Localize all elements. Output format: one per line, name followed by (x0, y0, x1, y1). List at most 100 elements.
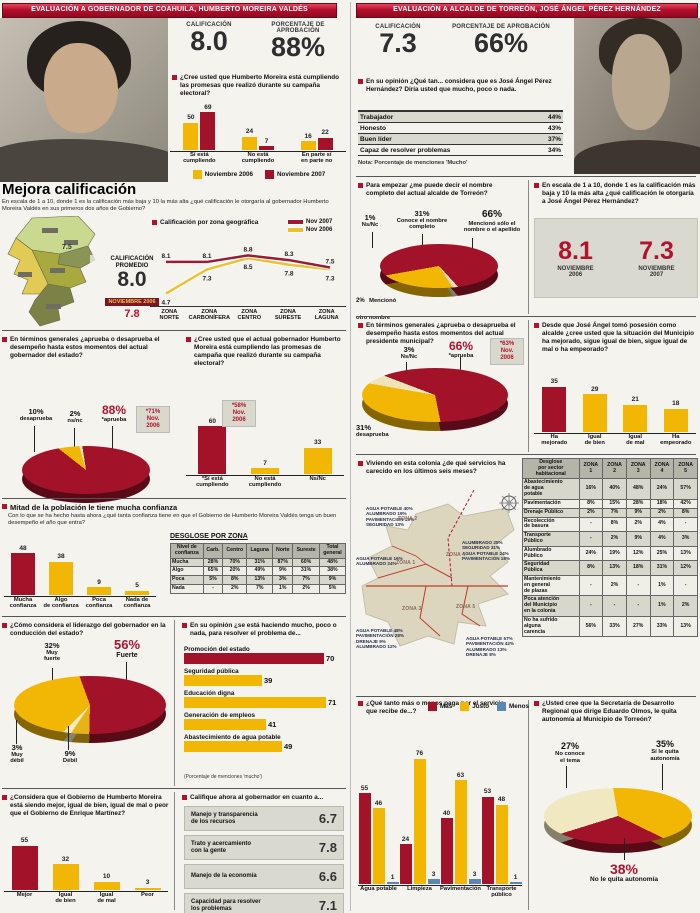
bar-column: 9 (87, 579, 111, 595)
hbar-label: Seguridad pública (184, 668, 239, 675)
bar-row: 55 46 1 (358, 734, 399, 884)
chart-problemas: Promoción del estado 70 Seguridad pública 3… (184, 646, 344, 772)
svg-text:7.8: 7.8 (284, 271, 293, 278)
hbar-track: 49 (184, 741, 344, 752)
bar-group: 35 Ha mejorado (534, 370, 575, 450)
score-row: Trato y acercamiento con la gente 7.8 (184, 835, 344, 860)
bar (242, 136, 257, 150)
bar-column: 55 (358, 785, 371, 884)
attribute-value: 37% (547, 135, 561, 143)
bar-column: 69 (200, 103, 216, 150)
note-nov2006-aprueba-alcalde: *63% Nov. 2006 (490, 338, 524, 365)
score-label: Manejo de la economía (191, 873, 257, 880)
mayor-approval-block: PORCENTAJE DE APROBACIÓN 66% (436, 24, 566, 57)
previous-score-value: 7.8 (124, 308, 140, 321)
bar-value: 69 (204, 103, 212, 111)
svg-text:8.3: 8.3 (284, 251, 293, 258)
attribute-value: 34% (547, 146, 561, 154)
pie-surface (380, 244, 498, 288)
line-chart-zone-labels: ZONA NORTE ZONA CARBONÍFERA ZONA CENTRO … (150, 306, 346, 321)
bar-value: 7 (263, 459, 267, 467)
pie-autonomia (544, 788, 692, 853)
attribute-value: 44% (547, 113, 561, 121)
pie-callout-muy-fuerte: 32% Muy fuerte (43, 641, 61, 662)
bar-group: 32 Igual de bien (45, 830, 86, 908)
bar-group: 40 63 3 Pavimentación (440, 734, 481, 902)
axis-line (4, 596, 156, 597)
line-chart-title: Calificación por zona geográfica (152, 219, 282, 227)
bar-label: Nada de confianza (123, 597, 151, 610)
bar-group: 53 48 1 Transporte público (481, 734, 522, 902)
hbar (184, 697, 326, 708)
map-zone-label-5: ZONA 5 (456, 604, 476, 610)
hbar-label: Abastecimiento de agua potable (184, 734, 281, 741)
hbar-label: Promoción del estado (184, 646, 250, 653)
zone-label-carbonifera: ZONA CARBONÍFERA (188, 309, 231, 322)
hbar-track: 71 (184, 697, 344, 708)
pie-surface (362, 368, 508, 422)
divider (2, 788, 346, 789)
bar (134, 887, 161, 890)
question-liderazgo: ¿Cómo considera el liderazgo del goberna… (2, 622, 168, 638)
legend-pago: Más Justo Menos (428, 702, 529, 711)
note-nov2006-cumple: *58% Nov. 2006 (222, 400, 256, 427)
section-title-mejora: Mejora calificación (2, 181, 137, 198)
hbar-value: 70 (326, 654, 335, 663)
legend-swatch-mas (428, 702, 437, 711)
pie-nombre-alcalde (380, 244, 498, 297)
photo-humberto-moreira (0, 18, 168, 182)
pie-callout-otro-nombre: 2% Mencionó otro nombre (356, 298, 397, 321)
pie-callout-conoce: 31% Conoce el nombre completo (396, 209, 448, 230)
pie-surface (544, 788, 692, 844)
bar-group: 5 Nada de confianza (118, 537, 156, 612)
bar-group: 10 Igual de mal (86, 830, 127, 908)
photo-shoulders-shape (0, 139, 168, 182)
atributos-note: Nota: Porcentaje de menciones 'Mucho' (358, 160, 468, 166)
svg-text:4.7: 4.7 (161, 300, 170, 307)
bar-value: 16 (304, 132, 312, 140)
bar-group: 16 22 En parte sí en parte no (287, 96, 346, 168)
bar-label: Igual de bien (55, 892, 76, 905)
legend-label-mas: Más (440, 703, 453, 710)
bar (317, 137, 333, 150)
bar-label: Peor (141, 892, 154, 898)
callout-line (112, 426, 113, 456)
bar-group: 18 Ha empeorado (656, 370, 697, 450)
divider (528, 320, 529, 452)
legend-swatch-line-2006 (288, 227, 303, 233)
bar-column: 18 (663, 401, 688, 432)
attribute-label: Honesto (360, 124, 386, 132)
pie-liderazgo (14, 676, 166, 743)
previous-score-tag: NOVIEMBRE 2006 (105, 298, 159, 307)
attribute-label: Trabajador (360, 113, 394, 121)
bar-row: 5 (125, 537, 149, 595)
attribute-label: Buen líder (360, 135, 392, 143)
bar-label: Mejor (16, 892, 33, 898)
bar-value: 3 (431, 870, 436, 878)
hbar-value: 71 (328, 698, 337, 707)
average-score-block: CALIFICACIÓN PROMEDIO 8.0 NOVIEMBRE 2006… (90, 255, 174, 322)
legend-promesas: Noviembre 2006 Noviembre 2007 (172, 170, 346, 179)
note-nov2006-aprueba: *71% Nov. 2006 (136, 406, 170, 433)
bar-row: 48 (11, 537, 35, 595)
pie-callout-desaprueba-alcalde: 31% desaprueba (356, 423, 389, 438)
bar (454, 780, 467, 884)
hbar-track: 41 (184, 719, 344, 730)
question-atributos: En su opinión ¿Qué tan... considera que … (358, 78, 568, 94)
bar-label: *Sí está cumpliendo (196, 476, 229, 489)
problemas-note: (Porcentaje de menciones 'mucho') (184, 774, 263, 780)
hbar-value: 49 (284, 742, 293, 751)
score-row: Manejo de la economía 6.6 (184, 864, 344, 889)
svg-text:7.3: 7.3 (325, 275, 334, 282)
bar-group: 21 Igual de mal (615, 370, 656, 450)
bar-row: 24 76 3 (399, 734, 440, 884)
score-value: 7.1 (318, 898, 337, 913)
bar (495, 804, 508, 884)
legend-swatch-justo (460, 702, 470, 711)
bar-value: 3 (145, 879, 150, 887)
bar-column: 1 (386, 874, 399, 884)
pie-aprueba-alcalde (362, 368, 508, 431)
bar (125, 590, 149, 595)
bar-column: 16 (300, 132, 316, 150)
callout-line (126, 662, 127, 690)
